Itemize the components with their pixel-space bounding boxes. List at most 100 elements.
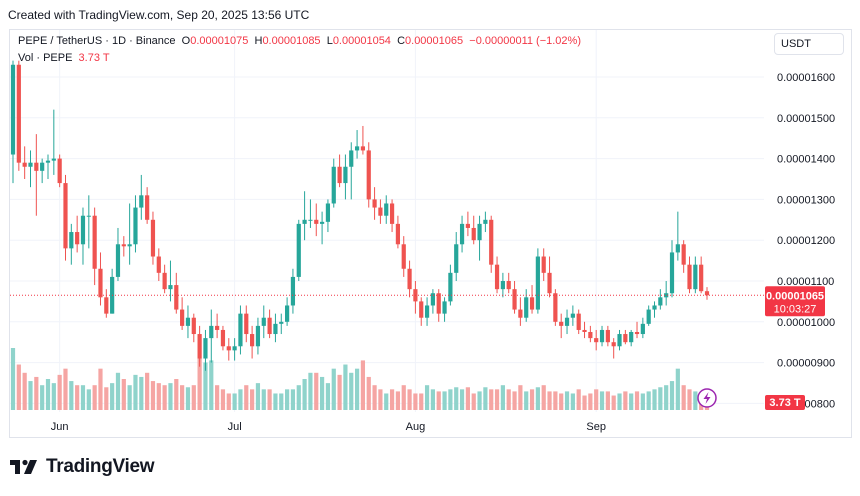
volume-bar [28,381,33,410]
volume-bar [180,385,185,410]
candle-body [244,313,249,335]
volume-bar [588,393,593,410]
volume-bar [302,379,307,410]
candle-body [250,334,255,347]
candle-body [553,293,558,322]
volume-bar [57,374,62,410]
volume-bar [133,374,138,410]
volume-bar [98,368,103,410]
candle-body [343,166,348,184]
volume-bar [553,391,558,410]
volume-bar [255,383,261,410]
volume-bar [664,385,669,410]
candle-body [115,244,121,277]
candle-body [395,223,401,245]
candle-body [209,325,214,339]
volume-bar [279,393,284,410]
volume-tag-label: 3.73 T [769,397,800,409]
volume-bar [366,376,371,410]
x-tick-label: Sep [586,421,606,433]
candle-body [559,321,564,326]
volume-bar [168,383,173,410]
volume-bar [629,393,634,410]
volume-bar [232,393,237,410]
close-label: C [397,35,406,47]
candle-body [442,301,447,314]
volume-bar [483,387,488,410]
volume-bar [617,393,622,410]
candle-body [174,285,179,310]
volume-bar [389,389,395,410]
volume-bar [535,387,540,410]
volume-bar [238,389,243,410]
open-label: O [181,35,191,47]
flash-bolt-icon [703,392,711,404]
volume-bar [576,389,581,410]
candle-body [273,323,278,335]
candle-body [693,264,698,290]
volume-bar [564,391,570,410]
candle-body [45,160,51,163]
volume-label[interactable]: Vol · PEPE [18,52,73,64]
candle-body [378,207,383,216]
volume-bar [86,389,91,410]
volume-bar [518,385,523,410]
candle-body [389,203,395,224]
volume-bar [594,389,599,410]
candle-body [512,289,517,310]
volume-bar [63,368,68,410]
volume-bar [150,381,156,410]
candle-body [145,195,150,220]
candle-body [611,342,616,347]
candle-body [285,305,290,322]
volume-bar [611,395,616,410]
symbol-label[interactable]: PEPE / TetherUS · 1D · Binance [18,35,176,47]
candle-body [51,158,56,161]
candle-body [156,256,161,273]
volume-bar [529,389,535,410]
candle-body [215,325,220,330]
candle-body [489,219,494,265]
volume-bar [354,368,360,410]
volume-bar [430,389,435,410]
volume-bar [92,385,97,410]
candle-body [500,281,505,290]
volume-bar [145,372,150,410]
volume-bar [454,387,459,410]
candle-body [594,338,599,343]
volume-bar [197,358,202,410]
candle-body [366,150,371,200]
candle-body [384,203,389,216]
ohlc-legend: PEPE / TetherUS · 1D · Binance O0.000010… [18,35,581,47]
volume-tag [765,395,805,410]
current-price-tag [765,286,825,317]
volume-bar [337,374,342,410]
candle-body [623,334,628,343]
volume-bar [675,368,680,410]
volume-bar [459,389,465,410]
volume-bar [22,372,27,410]
volume-bar [110,383,115,410]
currency-button[interactable]: USDT [774,33,844,55]
candle-body [127,244,132,247]
volume-bar [646,391,651,410]
candle-body [436,293,441,314]
candle-body [465,223,470,228]
volume-bar [541,385,546,410]
volume-bar [296,385,301,410]
volume-bar [681,385,686,410]
volume-bar [51,383,56,410]
volume-bar [693,391,698,410]
candle-body [86,215,91,217]
volume-bar [378,389,383,410]
countdown-label: 10:03:27 [774,303,817,315]
chart-frame [9,29,852,438]
candle-body [599,329,605,343]
candle-body [681,244,686,265]
candle-body [459,223,465,245]
volume-bar [477,391,482,410]
y-tick-label: 0.00001200 [777,235,835,247]
volume-bar [308,372,313,410]
volume-bar [559,393,564,410]
